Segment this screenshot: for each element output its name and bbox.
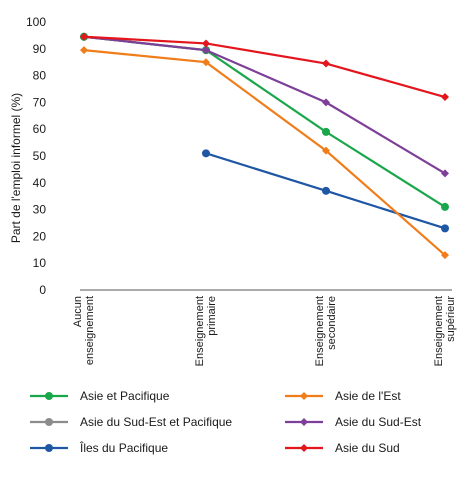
data-point-iles-du-pacifique	[322, 186, 330, 195]
data-point-asie-du-sud	[202, 39, 210, 48]
legend-label-asie-du-sud: Asie du Sud	[335, 441, 400, 455]
data-point-asie-de-l-est	[322, 146, 330, 155]
legend-marker-iles-du-pacifique	[45, 444, 53, 452]
data-point-asie-de-l-est	[202, 58, 210, 67]
y-tick-label: 0	[39, 283, 46, 297]
series-line-asie-de-l-est	[83, 49, 446, 256]
series-line-asie-du-sud-est	[83, 35, 446, 175]
legend-marker-asie-de-l-est	[300, 392, 308, 400]
legend-marker-asie-et-pacifique	[45, 392, 53, 400]
data-point-asie-du-sud	[441, 93, 449, 102]
x-tick-label: Aucun enseignement	[72, 296, 96, 365]
data-point-iles-du-pacifique	[441, 224, 449, 233]
x-tick-label: Enseignement secondaire	[314, 296, 338, 366]
legend-marker-asie-du-sud-est	[300, 418, 308, 426]
data-point-asie-du-sud	[80, 32, 88, 41]
x-tick-label-line: primaire	[206, 296, 218, 336]
x-tick-label-line: secondaire	[326, 296, 338, 350]
x-tick-label: Enseignement primaire	[194, 296, 218, 366]
y-tick-label: 90	[33, 42, 47, 56]
data-point-asie-du-sud-est	[441, 169, 449, 178]
legend-label-iles-du-pacifique: Îles du Pacifique	[79, 440, 168, 455]
y-tick-label: 80	[33, 69, 47, 83]
y-tick-label: 40	[33, 176, 47, 190]
y-tick-label: 70	[33, 95, 47, 109]
data-point-asie-et-pacifique	[441, 202, 449, 211]
y-tick-label: 100	[26, 15, 46, 29]
series-line-asie-du-sud	[83, 35, 446, 99]
data-point-asie-du-sud-est	[202, 46, 210, 55]
data-point-asie-du-sud	[322, 59, 330, 68]
y-axis-label: Part de l'emploi informel (%)	[9, 93, 23, 243]
x-tick-label-line: Enseignement	[433, 296, 445, 366]
legend-label-asie-de-l-est: Asie de l'Est	[335, 389, 401, 403]
y-tick-label: 60	[33, 122, 47, 136]
y-tick-label: 10	[33, 256, 47, 270]
data-point-asie-de-l-est	[441, 251, 449, 260]
series-line-asie-et-pacifique	[83, 35, 446, 208]
data-point-iles-du-pacifique	[202, 149, 210, 158]
legend-marker-asie-du-sud-est-et-pacifique	[45, 418, 53, 426]
y-tick-label: 30	[33, 203, 47, 217]
y-tick-label: 50	[33, 149, 47, 163]
x-tick-label: Enseignement supérieur	[433, 296, 457, 367]
legend-label-asie-du-sud-est: Asie du Sud-Est	[335, 415, 422, 429]
data-point-asie-et-pacifique	[322, 127, 330, 136]
x-tick-label-line: enseignement	[84, 296, 96, 365]
x-tick-label-line: Enseignement	[314, 296, 326, 366]
x-tick-label-line: supérieur	[445, 296, 457, 342]
legend-label-asie-et-pacifique: Asie et Pacifique	[80, 389, 170, 403]
data-point-asie-de-l-est	[80, 46, 88, 55]
legend-label-asie-du-sud-est-et-pacifique: Asie du Sud-Est et Pacifique	[80, 415, 232, 429]
y-tick-label: 20	[33, 229, 47, 243]
x-tick-label-line: Enseignement	[194, 296, 206, 366]
x-tick-label-line: Aucun	[72, 296, 84, 327]
data-point-asie-du-sud-est	[322, 98, 330, 107]
legend-marker-asie-du-sud	[300, 444, 308, 452]
